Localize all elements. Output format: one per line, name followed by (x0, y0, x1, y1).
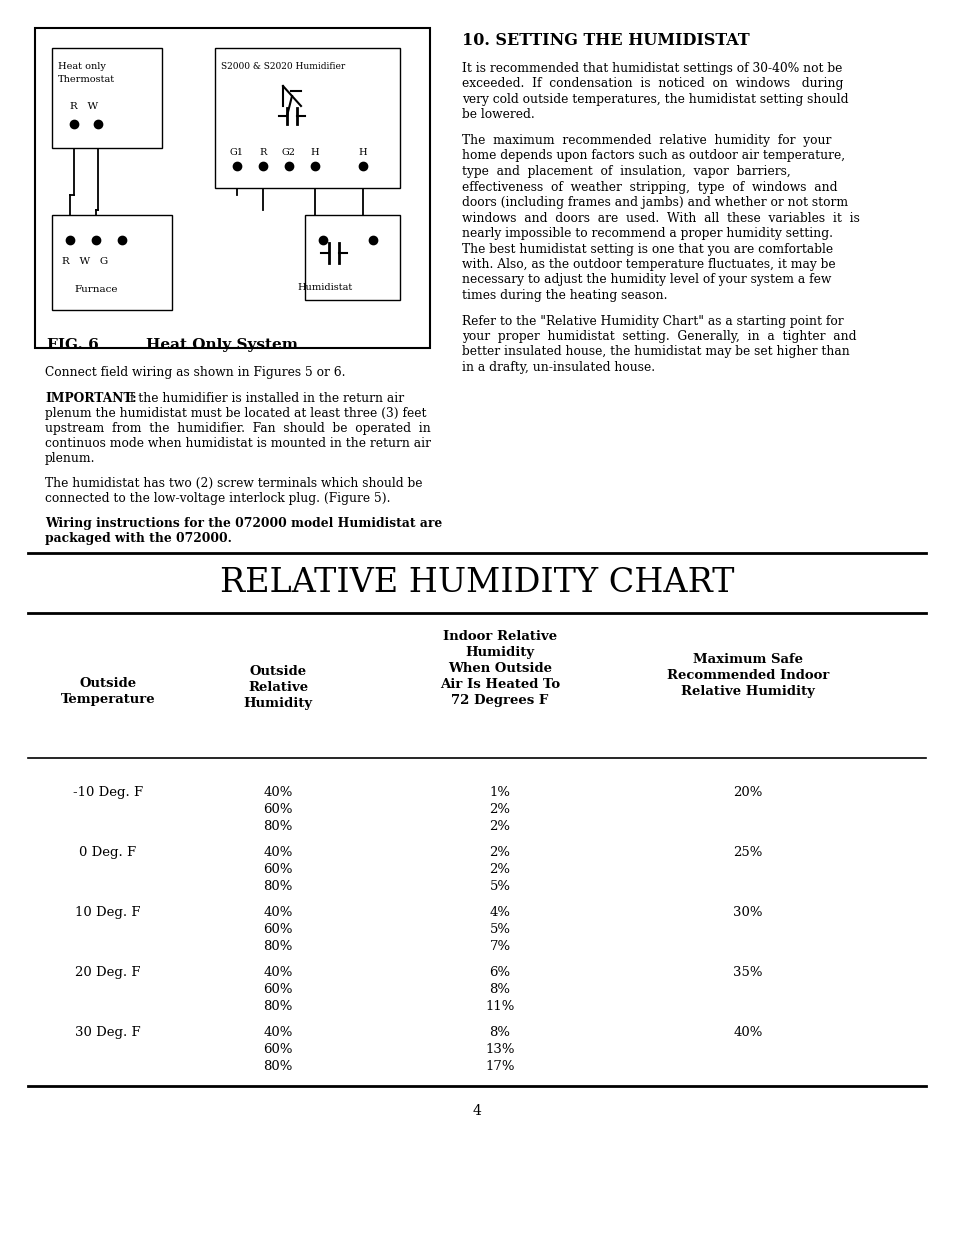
Text: The humidistat has two (2) screw terminals which should be: The humidistat has two (2) screw termina… (45, 477, 422, 490)
Text: 60%: 60% (263, 923, 293, 936)
Text: better insulated house, the humidistat may be set higher than: better insulated house, the humidistat m… (461, 346, 849, 358)
Text: 5%: 5% (489, 923, 510, 936)
Bar (305, 215, 399, 300)
Text: If the humidifier is installed in the return air: If the humidifier is installed in the re… (125, 391, 404, 405)
Text: Refer to the "Relative Humidity Chart" as a starting point for: Refer to the "Relative Humidity Chart" a… (461, 315, 842, 327)
Text: H: H (358, 148, 367, 157)
Text: your  proper  humidistat  setting.  Generally,  in  a  tighter  and: your proper humidistat setting. Generall… (461, 330, 856, 343)
Text: Indoor Relative
Humidity
When Outside
Air Is Heated To
72 Degrees F: Indoor Relative Humidity When Outside Ai… (439, 630, 559, 706)
Bar (52, 215, 172, 310)
Text: 20 Deg. F: 20 Deg. F (75, 966, 141, 979)
Text: 40%: 40% (263, 906, 293, 919)
Text: Connect field wiring as shown in Figures 5 or 6.: Connect field wiring as shown in Figures… (45, 366, 345, 379)
Text: in a drafty, un-insulated house.: in a drafty, un-insulated house. (461, 361, 655, 374)
Text: H: H (311, 148, 319, 157)
Text: 6%: 6% (489, 966, 510, 979)
Text: 30%: 30% (733, 906, 762, 919)
Bar (52, 48, 162, 148)
Text: 10 Deg. F: 10 Deg. F (75, 906, 141, 919)
Text: 11%: 11% (485, 1000, 515, 1013)
Text: type  and  placement  of  insulation,  vapor  barriers,: type and placement of insulation, vapor … (461, 165, 790, 178)
Text: 40%: 40% (733, 1026, 761, 1039)
Text: times during the heating season.: times during the heating season. (461, 289, 667, 303)
Text: It is recommended that humidistat settings of 30-40% not be: It is recommended that humidistat settin… (461, 62, 841, 75)
Text: packaged with the 072000.: packaged with the 072000. (45, 532, 232, 545)
Text: connected to the low-voltage interlock plug. (Figure 5).: connected to the low-voltage interlock p… (45, 492, 390, 505)
Text: be lowered.: be lowered. (461, 109, 535, 121)
Text: windows  and  doors  are  used.  With  all  these  variables  it  is: windows and doors are used. With all the… (461, 211, 859, 225)
Text: 4%: 4% (489, 906, 510, 919)
Text: -10 Deg. F: -10 Deg. F (72, 785, 143, 799)
Text: R: R (259, 148, 267, 157)
Text: 4: 4 (472, 1104, 481, 1118)
Text: doors (including frames and jambs) and whether or not storm: doors (including frames and jambs) and w… (461, 196, 847, 209)
Text: 30 Deg. F: 30 Deg. F (75, 1026, 141, 1039)
Text: 2%: 2% (489, 846, 510, 860)
Text: Furnace: Furnace (74, 285, 117, 294)
Text: 5%: 5% (489, 881, 510, 893)
Text: 60%: 60% (263, 983, 293, 995)
Text: 2%: 2% (489, 863, 510, 876)
Text: 80%: 80% (263, 820, 293, 832)
Text: Thermostat: Thermostat (58, 75, 115, 84)
Text: Outside
Temperature: Outside Temperature (61, 677, 155, 706)
Text: 80%: 80% (263, 1000, 293, 1013)
Text: RELATIVE HUMIDITY CHART: RELATIVE HUMIDITY CHART (219, 567, 734, 599)
Text: 80%: 80% (263, 1060, 293, 1073)
Text: 8%: 8% (489, 983, 510, 995)
Text: 40%: 40% (263, 785, 293, 799)
Text: upstream  from  the  humidifier.  Fan  should  be  operated  in: upstream from the humidifier. Fan should… (45, 422, 431, 435)
Text: Outside
Relative
Humidity: Outside Relative Humidity (243, 664, 313, 710)
Text: G1: G1 (230, 148, 244, 157)
Text: 80%: 80% (263, 881, 293, 893)
Text: Heat Only System: Heat Only System (125, 338, 297, 352)
Text: 20%: 20% (733, 785, 761, 799)
Text: 40%: 40% (263, 1026, 293, 1039)
Bar (35, 28, 430, 348)
Text: 60%: 60% (263, 1044, 293, 1056)
Text: 60%: 60% (263, 863, 293, 876)
Text: Heat only: Heat only (58, 62, 106, 70)
Text: plenum.: plenum. (45, 452, 95, 466)
Text: home depends upon factors such as outdoor air temperature,: home depends upon factors such as outdoo… (461, 149, 844, 163)
Text: 10. SETTING THE HUMIDISTAT: 10. SETTING THE HUMIDISTAT (461, 32, 749, 49)
Text: R   W: R W (70, 103, 98, 111)
Text: 17%: 17% (485, 1060, 515, 1073)
Text: FIG. 6: FIG. 6 (47, 338, 99, 352)
Text: Maximum Safe
Recommended Indoor
Relative Humidity: Maximum Safe Recommended Indoor Relative… (666, 653, 828, 698)
Text: necessary to adjust the humidity level of your system a few: necessary to adjust the humidity level o… (461, 273, 830, 287)
Text: with. Also, as the outdoor temperature fluctuates, it may be: with. Also, as the outdoor temperature f… (461, 258, 835, 270)
Text: 13%: 13% (485, 1044, 515, 1056)
Text: G2: G2 (282, 148, 295, 157)
Text: 25%: 25% (733, 846, 761, 860)
Text: very cold outside temperatures, the humidistat setting should: very cold outside temperatures, the humi… (461, 93, 847, 106)
Text: IMPORTANT:: IMPORTANT: (45, 391, 136, 405)
Text: 8%: 8% (489, 1026, 510, 1039)
Text: The best humidistat setting is one that you are comfortable: The best humidistat setting is one that … (461, 242, 832, 256)
Text: 40%: 40% (263, 966, 293, 979)
Text: 0 Deg. F: 0 Deg. F (79, 846, 136, 860)
Text: continuos mode when humidistat is mounted in the return air: continuos mode when humidistat is mounte… (45, 437, 431, 450)
Text: 2%: 2% (489, 803, 510, 816)
Text: Wiring instructions for the 072000 model Humidistat are: Wiring instructions for the 072000 model… (45, 517, 442, 530)
Text: 80%: 80% (263, 940, 293, 953)
Text: 1%: 1% (489, 785, 510, 799)
Text: plenum the humidistat must be located at least three (3) feet: plenum the humidistat must be located at… (45, 408, 426, 420)
Text: R   W   G: R W G (62, 257, 108, 266)
Text: Humidistat: Humidistat (297, 283, 353, 291)
Bar (214, 48, 399, 188)
Text: S2000 & S2020 Humidifier: S2000 & S2020 Humidifier (221, 62, 345, 70)
Text: 60%: 60% (263, 803, 293, 816)
Text: 7%: 7% (489, 940, 510, 953)
Text: effectiveness  of  weather  stripping,  type  of  windows  and: effectiveness of weather stripping, type… (461, 180, 837, 194)
Text: exceeded.  If  condensation  is  noticed  on  windows   during: exceeded. If condensation is noticed on … (461, 78, 842, 90)
Text: 40%: 40% (263, 846, 293, 860)
Text: 2%: 2% (489, 820, 510, 832)
Text: nearly impossible to recommend a proper humidity setting.: nearly impossible to recommend a proper … (461, 227, 832, 240)
Text: 35%: 35% (733, 966, 762, 979)
Text: The  maximum  recommended  relative  humidity  for  your: The maximum recommended relative humidit… (461, 135, 830, 147)
